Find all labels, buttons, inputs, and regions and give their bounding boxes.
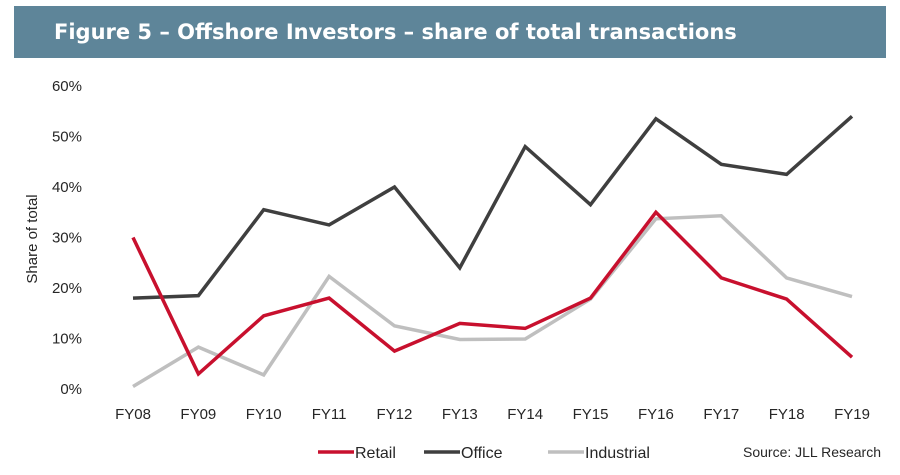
x-tick-label: FY13	[442, 406, 478, 423]
x-tick-label: FY18	[769, 406, 805, 423]
x-tick-label: FY14	[507, 406, 543, 423]
y-tick-label: 40%	[52, 179, 82, 196]
x-tick-label: FY19	[834, 406, 870, 423]
y-tick-label: 10%	[52, 331, 82, 348]
x-tick-label: FY15	[573, 406, 609, 423]
legend-label-office: Office	[461, 445, 503, 462]
x-axis: FY08 FY09 FY10 FY11 FY12 FY13 FY14 FY15 FY16 FY17…	[115, 406, 870, 423]
y-tick-label: 50%	[52, 129, 82, 146]
series-line-office	[132, 114, 854, 300]
x-tick-label: FY09	[180, 406, 216, 423]
legend: Retail Office Industrial	[318, 445, 650, 462]
legend-label-industrial: Industrial	[585, 445, 650, 462]
series-line-industrial	[132, 214, 853, 388]
y-tick-label: 30%	[52, 230, 82, 247]
legend-label-retail: Retail	[355, 445, 396, 462]
y-tick-label: 60%	[52, 78, 82, 95]
series-line-retail	[131, 209, 854, 377]
y-tick-label: 0%	[60, 381, 82, 398]
x-tick-label: FY16	[638, 406, 674, 423]
x-tick-label: FY10	[246, 406, 282, 423]
plot-area	[131, 114, 854, 388]
source-note: Source: JLL Research	[743, 444, 881, 460]
chart-title: Figure 5 – Offshore Investors – share of…	[14, 6, 886, 58]
x-tick-label: FY17	[703, 406, 739, 423]
x-tick-label: FY08	[115, 406, 151, 423]
x-tick-label: FY11	[312, 406, 347, 423]
y-tick-label: 20%	[52, 280, 82, 297]
y-axis: 0% 10% 20% 30% 40% 50% 60%	[52, 78, 82, 398]
x-tick-label: FY12	[377, 406, 413, 423]
y-axis-label: Share of total	[24, 194, 41, 283]
